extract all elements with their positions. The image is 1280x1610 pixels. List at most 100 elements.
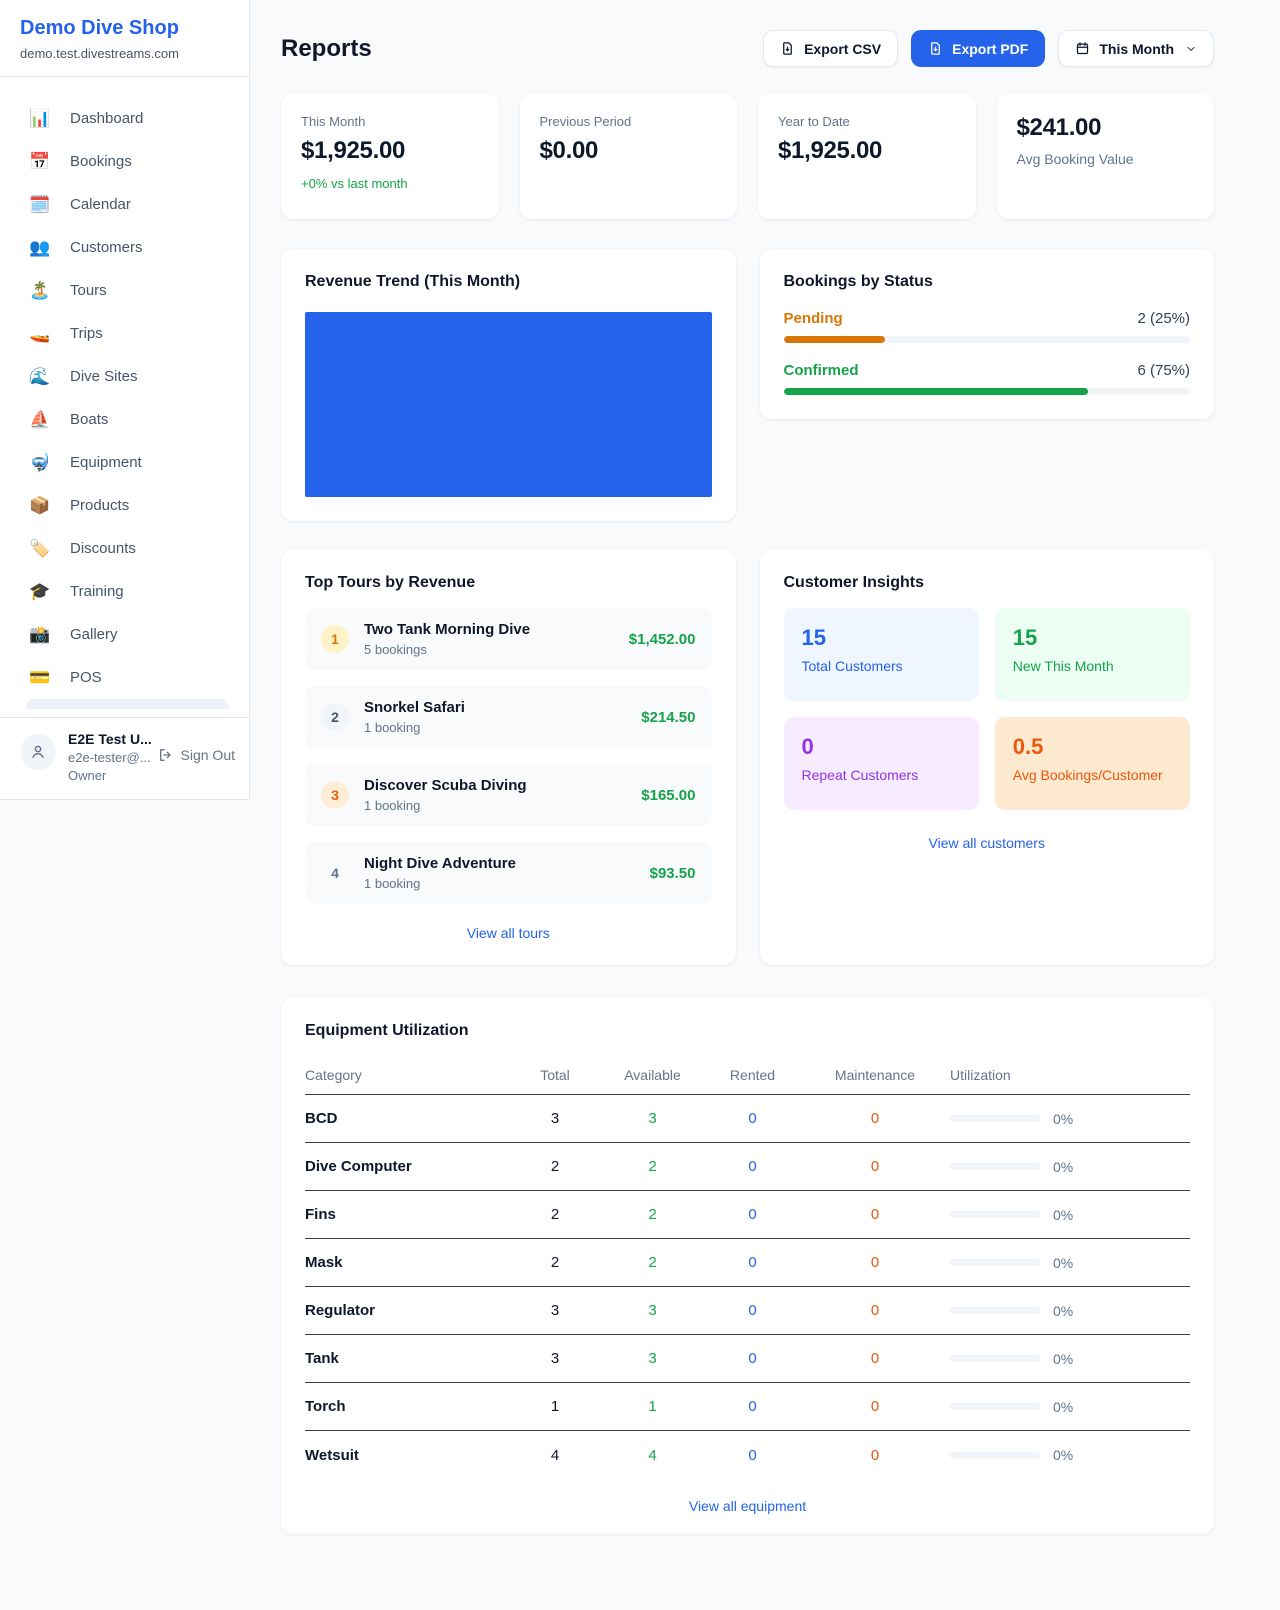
cell-total: 2	[550, 1206, 560, 1223]
export-pdf-button[interactable]: Export PDF	[911, 30, 1046, 67]
sign-out-label: Sign Out	[180, 747, 235, 763]
sidebar-item-dashboard[interactable]: 📊 Dashboard	[16, 97, 239, 140]
export-csv-button[interactable]: Export CSV	[763, 30, 899, 67]
utilization-bar-track	[950, 1211, 1040, 1218]
insight-value: 15	[801, 625, 826, 650]
sidebar-item-label: Equipment	[70, 454, 142, 471]
stat-label: This Month	[301, 114, 366, 129]
cell-maintenance: 0	[870, 1110, 880, 1127]
utilization-bar-track	[950, 1403, 1040, 1410]
col-header-category: Category	[305, 1066, 362, 1083]
period-select[interactable]: This Month	[1058, 30, 1214, 67]
utilization-percent: 0%	[1053, 1447, 1074, 1463]
view-all-customers-link[interactable]: View all customers	[928, 835, 1045, 851]
table-row: Tank 3 3 0 0 0%	[305, 1335, 1190, 1383]
cell-utilization: 0%	[950, 1447, 1190, 1463]
bookings-by-status-title: Bookings by Status	[783, 273, 933, 290]
sidebar-item-boats[interactable]: ⛵ Boats	[16, 398, 239, 441]
sidebar-item-gallery[interactable]: 📸 Gallery	[16, 613, 239, 656]
sidebar-item-label: Tours	[70, 282, 107, 299]
view-all-tours-link[interactable]: View all tours	[466, 925, 550, 941]
page-title: Reports	[281, 34, 372, 62]
cell-category: BCD	[305, 1110, 338, 1127]
avatar	[20, 734, 56, 770]
cell-maintenance: 0	[870, 1254, 880, 1271]
utilization-bar-track	[950, 1163, 1040, 1170]
sidebar-item-bookings[interactable]: 📅 Bookings	[16, 140, 239, 183]
stat-value: $0.00	[539, 137, 599, 164]
cell-utilization: 0%	[950, 1159, 1190, 1175]
sidebar-item-label: Boats	[70, 411, 109, 428]
cell-maintenance: 0	[870, 1158, 880, 1175]
sidebar-item-customers[interactable]: 👥 Customers	[16, 226, 239, 269]
sidebar-item-label: POS	[70, 669, 102, 686]
user-name: E2E Test U...	[68, 731, 152, 747]
sidebar-item-tours[interactable]: 🏝️ Tours	[16, 269, 239, 312]
sidebar-item-products[interactable]: 📦 Products	[16, 484, 239, 527]
cell-total: 2	[550, 1158, 560, 1175]
sign-out-button[interactable]: Sign Out	[158, 747, 235, 763]
view-all-equipment-wrap: View all equipment	[305, 1498, 1190, 1514]
insight-value: 0	[801, 734, 814, 759]
export-csv-label: Export CSV	[804, 40, 882, 57]
cell-category: Fins	[305, 1206, 336, 1223]
tour-list-item: 1 Two Tank Morning Dive 5 bookings $1,45…	[305, 608, 712, 670]
utilization-bar-track	[950, 1307, 1040, 1314]
charts-row: Revenue Trend (This Month) Bookings by S…	[281, 249, 1214, 521]
page-header: Reports Export CSV Export PDF This Month	[281, 30, 1214, 67]
utilization-bar-track	[950, 1451, 1040, 1459]
cell-category: Torch	[305, 1398, 346, 1415]
stat-card-year-to-date: Year to Date $1,925.00	[758, 94, 976, 219]
tour-name: Snorkel Safari	[364, 699, 465, 716]
period-label: This Month	[1099, 40, 1174, 57]
sidebar-item-label: Training	[70, 583, 124, 600]
tour-name: Discover Scuba Diving	[364, 777, 527, 794]
sidebar-item-calendar[interactable]: 🗓️ Calendar	[16, 183, 239, 226]
user-email: e2e-tester@...	[68, 750, 151, 765]
cell-available: 2	[648, 1206, 657, 1223]
insight-value: 15	[1012, 625, 1038, 650]
rank-badge: 4	[331, 865, 339, 881]
stat-card-this-month: This Month $1,925.00 +0% vs last month	[281, 94, 499, 219]
sidebar-item-training[interactable]: 🎓 Training	[16, 570, 239, 613]
shop-name: Demo Dive Shop	[20, 17, 179, 39]
sidebar-item-trips[interactable]: 🚤 Trips	[16, 312, 239, 355]
revenue-trend-card: Revenue Trend (This Month)	[281, 249, 736, 521]
customers-icon: 👥	[29, 237, 51, 257]
cell-available: 4	[648, 1446, 657, 1464]
insight-label: Repeat Customers	[801, 767, 919, 783]
view-all-equipment-link[interactable]: View all equipment	[688, 1498, 807, 1514]
sidebar-item-label: Discounts	[70, 540, 136, 557]
stat-label: Avg Booking Value	[1016, 151, 1134, 167]
user-role: Owner	[68, 768, 107, 783]
sidebar-item-equipment[interactable]: 🤿 Equipment	[16, 441, 239, 484]
sidebar: Demo Dive Shop demo.test.divestreams.com…	[0, 0, 250, 800]
equipment-utilization-title: Equipment Utilization	[305, 1022, 469, 1039]
cell-total: 3	[550, 1302, 560, 1319]
cell-category: Wetsuit	[305, 1446, 359, 1464]
calendar-icon	[1077, 42, 1089, 55]
sidebar-item-dive-sites[interactable]: 🌊 Dive Sites	[16, 355, 239, 398]
cell-available: 3	[648, 1350, 657, 1367]
sidebar-item-discounts[interactable]: 🏷️ Discounts	[16, 527, 239, 570]
cell-rented: 0	[748, 1206, 757, 1223]
insight-tile-repeat-customers: 0 Repeat Customers	[783, 717, 979, 810]
cell-rented: 0	[748, 1254, 757, 1271]
view-all-tours-wrap: View all tours	[305, 925, 712, 941]
col-header-total: Total	[540, 1066, 570, 1083]
insight-value: 0.5	[1012, 734, 1044, 759]
header-actions: Export CSV Export PDF This Month	[763, 30, 1214, 67]
customer-insights-card: Customer Insights 15 Total Customers 15 …	[759, 550, 1214, 965]
package-icon: 📦	[29, 495, 51, 515]
credit-card-icon: 💳	[29, 667, 51, 687]
stat-value: $241.00	[1016, 114, 1102, 141]
cell-maintenance: 0	[870, 1350, 880, 1367]
stat-label: Year to Date	[778, 114, 850, 129]
sidebar-item-label: Customers	[70, 239, 143, 256]
sidebar-nav: 📊 Dashboard 📅 Bookings 🗓️ Calendar 👥 Cus…	[0, 77, 249, 717]
mid-row: Top Tours by Revenue 1 Two Tank Morning …	[281, 550, 1214, 965]
rank-badge: 1	[321, 625, 349, 653]
status-bar-fill	[783, 336, 886, 343]
sidebar-item-pos[interactable]: 💳 POS	[16, 656, 239, 699]
dashboard-icon: 📊	[29, 108, 51, 128]
